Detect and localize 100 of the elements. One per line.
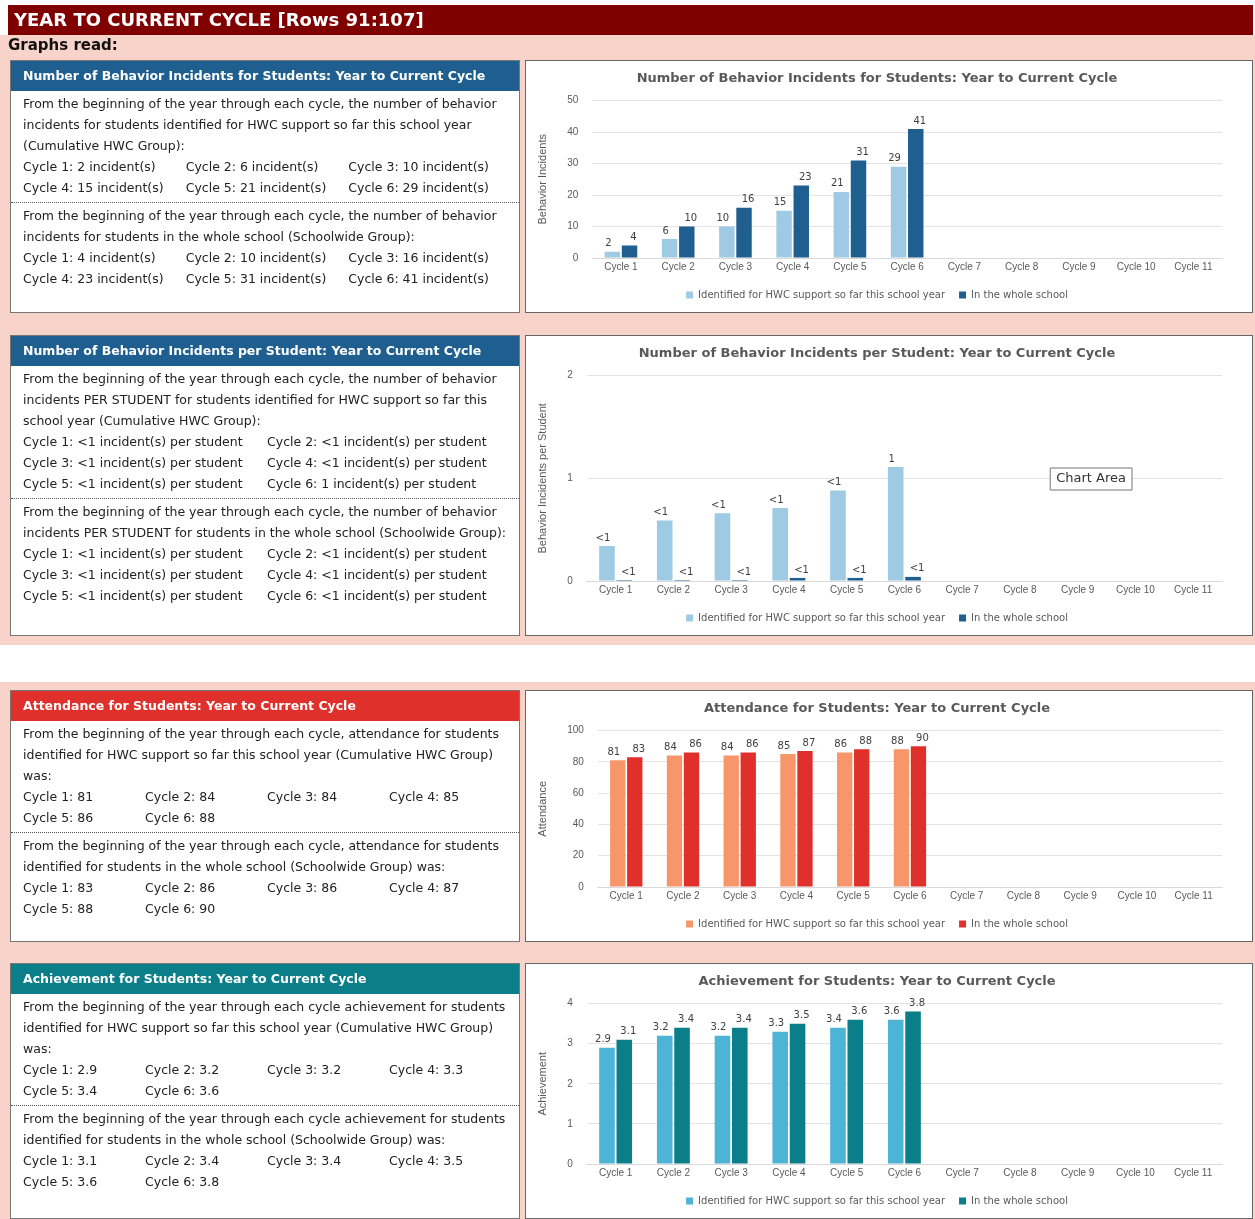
text: Cycle 6: <1 incident(s) per student bbox=[267, 587, 488, 605]
text: Cycle 1: 2.9 bbox=[23, 1061, 99, 1079]
y-tick-label: 10 bbox=[567, 220, 579, 232]
text: Cycle 2: 10 incident(s) bbox=[185, 249, 328, 267]
chart-title: Achievement for Students: Year to Current Cycle bbox=[698, 973, 1056, 989]
bar bbox=[604, 251, 621, 258]
y-tick-label: 0 bbox=[567, 1157, 574, 1169]
text: Cycle 2: <1 incident(s) per student bbox=[267, 545, 488, 563]
x-tick-label: Cycle 7 bbox=[947, 260, 982, 272]
x-tick-label: Cycle 11 bbox=[1174, 583, 1213, 595]
bar bbox=[719, 226, 735, 258]
data-label: 87 bbox=[802, 736, 816, 748]
y-tick-label: 30 bbox=[567, 157, 579, 169]
text: Cycle 4: 3.5 bbox=[389, 1152, 465, 1170]
bar bbox=[789, 577, 806, 581]
y-tick-label: 3 bbox=[567, 1037, 574, 1049]
text: Cycle 6: 3.6 bbox=[145, 1082, 221, 1100]
text: Cycle 1: <1 incident(s) per student bbox=[23, 545, 244, 563]
bar bbox=[890, 166, 907, 258]
data-label: 6 bbox=[662, 224, 669, 236]
text: Number of Behavior Incidents for Students: Year to Current Cycle bbox=[11, 61, 519, 91]
data-label: 3.6 bbox=[851, 1005, 868, 1017]
y-tick-label: 2 bbox=[567, 1077, 574, 1089]
bar bbox=[789, 1023, 806, 1164]
text: From the beginning of the year through each cycle, the number of behavior incidents for students identified for HWC support so far this school year (Cumulative HWC Group): bbox=[23, 95, 498, 155]
x-tick-label: Cycle 8 bbox=[1003, 1166, 1037, 1178]
chart-title: Number of Behavior Incidents for Students: Year to Current Cycle bbox=[636, 70, 1118, 86]
data-label: 31 bbox=[856, 146, 869, 158]
data-label: <1 bbox=[595, 531, 611, 543]
x-tick-label: Cycle 1 bbox=[598, 1166, 633, 1178]
x-tick-label: Cycle 7 bbox=[950, 889, 984, 901]
bar bbox=[656, 520, 673, 581]
x-tick-label: Cycle 5 bbox=[829, 583, 864, 595]
text: Cycle 2: 6 incident(s) bbox=[185, 158, 320, 176]
data-label: 29 bbox=[888, 152, 901, 164]
data-label: 88 bbox=[859, 734, 873, 746]
bar bbox=[833, 191, 850, 258]
text: Cycle 3: 86 bbox=[267, 879, 339, 897]
y-axis-title: Attendance bbox=[535, 780, 548, 837]
bar bbox=[887, 1019, 904, 1164]
data-label: 2 bbox=[605, 237, 612, 249]
text: Cycle 2: 3.4 bbox=[145, 1152, 221, 1170]
data-label: 41 bbox=[913, 114, 927, 126]
legend-label: In the whole school bbox=[971, 917, 1068, 929]
y-tick-label: 0 bbox=[572, 251, 579, 263]
text: Cycle 1: 81 bbox=[23, 788, 95, 806]
y-tick-label: 1 bbox=[567, 472, 574, 484]
text: Achievement for Students: Year to Current Cycle bbox=[11, 964, 519, 994]
bar bbox=[850, 160, 867, 258]
y-axis-title: Behavior Incidents bbox=[535, 133, 548, 225]
bar bbox=[847, 1019, 864, 1164]
x-tick-label: Cycle 3 bbox=[714, 583, 749, 595]
bar bbox=[908, 128, 924, 258]
data-label: 81 bbox=[607, 745, 621, 757]
x-tick-label: Cycle 5 bbox=[829, 1166, 864, 1178]
text: Cycle 6: 88 bbox=[145, 809, 217, 827]
text: Cycle 6: 3.8 bbox=[145, 1173, 221, 1191]
text: Attendance for Students: Year to Current Cycle bbox=[11, 691, 519, 721]
text: Cycle 4: 85 bbox=[389, 788, 461, 806]
x-tick-label: Cycle 9 bbox=[1060, 583, 1095, 595]
x-tick-label: Cycle 1 bbox=[609, 889, 644, 901]
data-label: 3.2 bbox=[652, 1021, 669, 1033]
text: Cycle 3: 16 incident(s) bbox=[348, 249, 490, 267]
bar bbox=[599, 546, 615, 581]
bar bbox=[674, 1027, 690, 1164]
text: Cycle 3: 3.4 bbox=[267, 1152, 343, 1170]
y-tick-label: 0 bbox=[578, 880, 585, 892]
bar bbox=[910, 746, 927, 887]
text: From the beginning of the year through each cycle, the number of behavior incidents PER STUDENT for students in the whole school (Schoolwide Group): bbox=[11, 498, 519, 543]
x-tick-label: Cycle 9 bbox=[1060, 1166, 1095, 1178]
bar bbox=[666, 755, 683, 887]
legend-label: Identified for HWC support so far this school year bbox=[698, 1194, 946, 1206]
bar bbox=[847, 577, 864, 581]
text: Cycle 5: 86 bbox=[23, 809, 95, 827]
text: From the beginning of the year through each cycle, attendance for students identified for students in the whole school (Schoolwide Group) was: bbox=[11, 832, 519, 877]
bar bbox=[772, 508, 789, 581]
x-tick-label: Cycle 8 bbox=[1003, 583, 1037, 595]
bar bbox=[723, 755, 739, 887]
text: Graphs read: bbox=[8, 36, 118, 54]
x-tick-label: Cycle 2 bbox=[656, 583, 691, 595]
data-label: <1 bbox=[794, 563, 809, 575]
legend-label: In the whole school bbox=[971, 288, 1068, 300]
bar bbox=[780, 754, 796, 887]
data-label: 3.5 bbox=[793, 1009, 810, 1021]
x-tick-label: Cycle 6 bbox=[887, 583, 922, 595]
x-tick-label: Cycle 5 bbox=[833, 260, 868, 272]
x-tick-label: Cycle 3 bbox=[714, 1166, 749, 1178]
x-tick-label: Cycle 4 bbox=[772, 583, 806, 595]
x-tick-label: Cycle 6 bbox=[890, 260, 925, 272]
data-label: 88 bbox=[891, 734, 904, 746]
bar bbox=[610, 760, 626, 887]
text: Cycle 5: 3.4 bbox=[23, 1082, 99, 1100]
bar bbox=[830, 1027, 846, 1164]
text: Cycle 3: <1 incident(s) per student bbox=[23, 566, 244, 584]
x-tick-label: Cycle 6 bbox=[893, 889, 928, 901]
bar bbox=[887, 467, 904, 581]
legend-label: In the whole school bbox=[971, 611, 1068, 623]
data-label: 10 bbox=[716, 212, 730, 224]
y-tick-label: 80 bbox=[572, 755, 585, 767]
x-tick-label: Cycle 10 bbox=[1115, 583, 1156, 595]
